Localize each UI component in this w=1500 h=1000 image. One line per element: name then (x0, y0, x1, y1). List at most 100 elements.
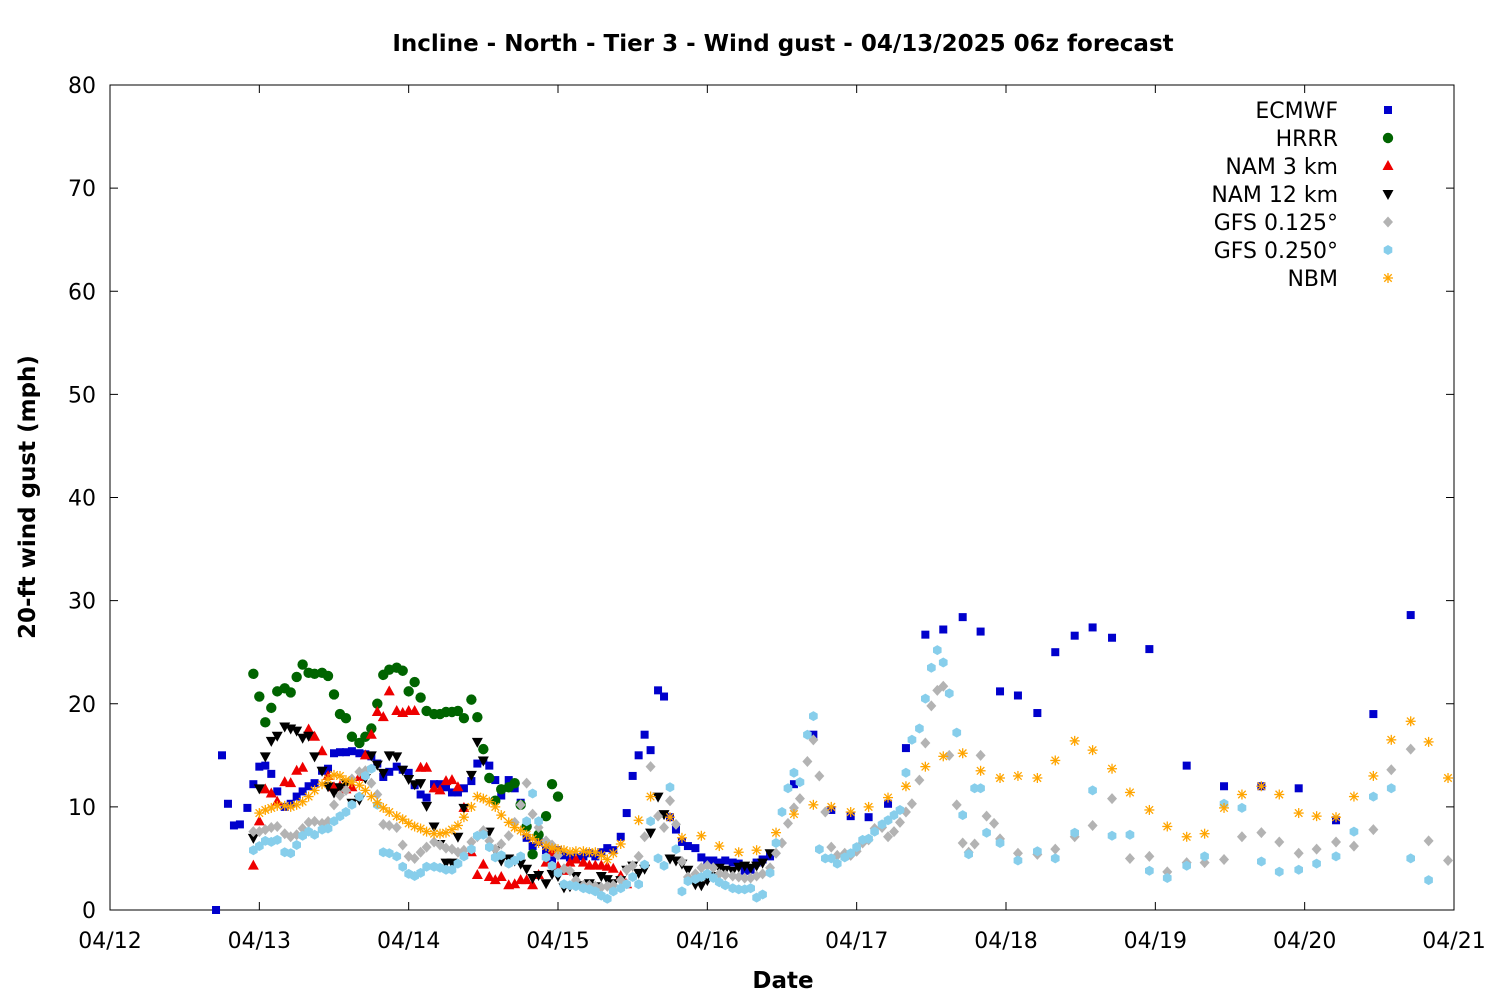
x-axis-title: Date (752, 968, 813, 994)
data-point (324, 764, 333, 773)
data-point (378, 802, 389, 813)
y-tick-label: 0 (82, 899, 96, 924)
data-point (670, 818, 681, 830)
x-tick-label: 04/20 (1273, 929, 1336, 954)
data-point (676, 832, 687, 843)
data-point (745, 863, 757, 874)
data-point (273, 787, 282, 796)
data-point (533, 870, 545, 881)
legend-marker (1383, 245, 1393, 255)
data-point (372, 698, 383, 709)
data-point (1087, 745, 1098, 756)
data-point (714, 841, 725, 852)
chart-title: Incline - North - Tier 3 - Wind gust - 0… (392, 31, 1173, 57)
data-point (297, 761, 309, 772)
data-point (633, 850, 644, 862)
data-point (665, 782, 675, 793)
data-point (1294, 864, 1303, 875)
data-point (1443, 773, 1454, 783)
data-point (334, 770, 345, 781)
data-point (777, 807, 787, 817)
data-point (570, 846, 581, 857)
data-point (471, 868, 483, 879)
data-point (727, 870, 738, 882)
data-point (248, 668, 259, 680)
data-point (254, 691, 265, 702)
data-point (746, 883, 755, 894)
data-point (676, 856, 687, 868)
data-point (602, 893, 612, 904)
data-point (826, 841, 837, 853)
data-point (640, 859, 649, 870)
data-point (795, 777, 805, 788)
data-point (452, 781, 464, 792)
data-point (1369, 791, 1378, 802)
data-point (981, 810, 992, 822)
data-point (409, 852, 420, 864)
data-point (1145, 645, 1154, 654)
data-point (788, 802, 799, 814)
data-point (421, 841, 432, 853)
data-point (1331, 836, 1342, 848)
data-point (894, 816, 905, 828)
data-point (452, 705, 464, 717)
data-point (479, 829, 488, 840)
data-point (820, 806, 831, 818)
data-point (751, 845, 762, 856)
data-point (365, 728, 377, 739)
data-point (1125, 829, 1135, 840)
data-point (341, 807, 351, 817)
data-point (677, 886, 687, 897)
data-point (1087, 819, 1098, 831)
data-point (467, 777, 476, 786)
data-point (442, 783, 450, 792)
data-point (421, 761, 433, 772)
data-point (335, 748, 344, 757)
data-point (291, 764, 303, 775)
data-point (608, 848, 619, 859)
data-point (303, 816, 314, 828)
data-point (459, 784, 468, 793)
data-point (378, 818, 389, 830)
data-point (1424, 875, 1433, 886)
data-point (261, 761, 270, 770)
legend-item-gfs-0-125: GFS 0.125° (1214, 211, 1393, 236)
data-point (1051, 648, 1060, 657)
data-point (1199, 828, 1210, 839)
data-point (559, 851, 568, 860)
y-tick-label: 30 (68, 590, 96, 615)
data-point (659, 822, 670, 833)
data-point (310, 779, 319, 788)
data-point (789, 767, 799, 778)
data-point (608, 886, 618, 897)
data-point (895, 805, 905, 815)
data-point (323, 823, 333, 834)
data-point (422, 861, 431, 872)
data-point (527, 879, 539, 890)
data-point (446, 824, 457, 835)
data-point (328, 788, 340, 799)
data-point (397, 765, 409, 776)
data-point (952, 727, 962, 738)
data-point (392, 851, 402, 862)
data-point (646, 746, 655, 755)
data-point (1050, 843, 1061, 855)
data-point (1274, 836, 1285, 848)
data-point (422, 793, 431, 802)
data-point (1423, 736, 1434, 747)
data-point (1069, 735, 1080, 746)
data-point (1386, 734, 1397, 745)
data-point (1256, 827, 1267, 839)
data-point (616, 832, 625, 841)
data-point (235, 820, 244, 829)
data-point (720, 880, 730, 891)
data-point (496, 810, 507, 821)
legend-item-nam-3-km: NAM 3 km (1225, 155, 1394, 180)
data-point (384, 807, 395, 818)
data-point (671, 844, 681, 855)
legend-item-hrrr: HRRR (1276, 127, 1394, 152)
data-point (540, 810, 552, 822)
data-point (564, 865, 575, 877)
data-point (416, 790, 425, 799)
data-point (266, 822, 277, 833)
